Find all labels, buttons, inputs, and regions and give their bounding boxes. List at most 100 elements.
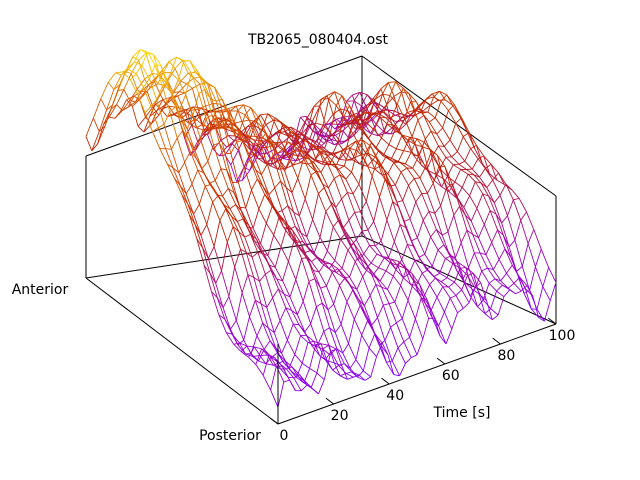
mesh-line [224,318,233,335]
mesh-line [178,172,187,194]
mesh-line [276,278,285,295]
mesh-line [240,248,249,275]
mesh-line [150,114,160,125]
mesh-line [504,248,513,266]
mesh-line [482,193,489,197]
mesh-line [150,106,159,128]
mesh-line [478,293,486,314]
mesh-line [392,124,401,134]
mesh-line [343,363,353,373]
mesh-line [382,82,389,95]
mesh-line [359,305,368,321]
mesh-line [529,266,536,291]
mesh-line [182,130,191,152]
mesh-line [168,61,176,69]
mesh-line [448,181,456,192]
mesh-line [189,60,198,71]
mesh-line [362,139,371,147]
mesh-line [226,169,235,193]
mesh-line [421,269,429,274]
mesh-line [271,143,280,164]
mesh-line [498,172,507,185]
mesh-line [328,98,337,106]
mesh-line [487,267,496,280]
mesh-line [156,99,164,111]
mesh-line [385,259,393,272]
mesh-line [160,65,169,84]
mesh-line [194,118,203,125]
mesh-line [378,111,385,115]
mesh-line [236,179,243,182]
mesh-line [392,201,399,207]
mesh-line [235,292,243,321]
mesh-line [334,91,341,110]
mesh-line [513,276,521,284]
mesh-line [234,120,243,124]
mesh-line [369,244,376,247]
mesh-line [486,179,494,188]
mesh-line [396,148,404,152]
mesh-line [363,370,371,378]
mesh-line [341,365,348,380]
mesh-line [333,285,340,305]
mesh-line [373,274,383,288]
mesh-line [374,245,384,257]
mesh-line [107,72,116,83]
mesh-line [506,264,513,274]
mesh-line [342,130,350,139]
mesh-line [297,178,306,200]
mesh-line [210,98,217,102]
mesh-line [388,241,395,258]
mesh-line [342,220,350,229]
mesh-line [218,125,227,128]
mesh-line [143,116,151,133]
mesh-line [301,257,308,259]
mesh-line [318,379,325,395]
mesh-line [314,278,321,289]
mesh-line [196,238,203,249]
mesh-line [467,272,474,276]
mesh-line [289,279,297,298]
mesh-line [363,253,372,264]
mesh-line [223,124,232,154]
mesh-line [134,49,141,62]
mesh-line [350,118,358,131]
mesh-line [493,202,503,224]
mesh-line [259,132,267,143]
mesh-line [421,297,428,301]
mesh-line [278,288,285,295]
mesh-line [279,307,287,321]
mesh-line [254,346,262,350]
mesh-line [230,141,238,154]
mesh-line [191,183,200,205]
mesh-line [426,96,434,100]
box-front-edges [85,277,557,425]
mesh-line [431,90,440,95]
mesh-line [346,192,356,213]
mesh-line [185,193,195,215]
mesh-line [405,357,412,364]
mesh-line [356,150,366,161]
mesh-line [300,232,309,249]
mesh-line [411,105,420,114]
mesh-line [409,136,417,140]
mesh-line [205,183,212,187]
mesh-line [485,242,493,255]
mesh-line [538,317,545,322]
mesh-line [467,173,474,176]
mesh-line [243,316,250,341]
mesh-line [292,230,301,242]
mesh-line [322,98,330,126]
mesh-line [360,211,369,231]
mesh-line [325,204,332,212]
mesh-line [460,242,469,268]
mesh-line [364,159,373,177]
mesh-line [468,252,475,268]
mesh-line [312,193,319,220]
mesh-line [351,150,358,173]
mesh-line [215,270,222,284]
mesh-line [207,258,217,284]
mesh-line [488,278,496,284]
mesh-line [144,112,153,132]
mesh-line [176,137,186,163]
